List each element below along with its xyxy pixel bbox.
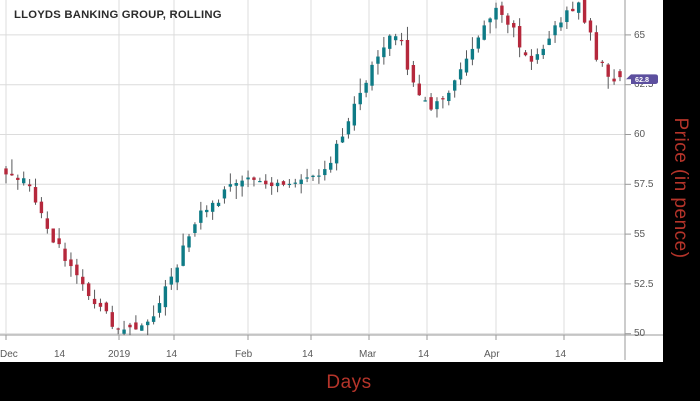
svg-text:62.8: 62.8 xyxy=(635,75,649,84)
